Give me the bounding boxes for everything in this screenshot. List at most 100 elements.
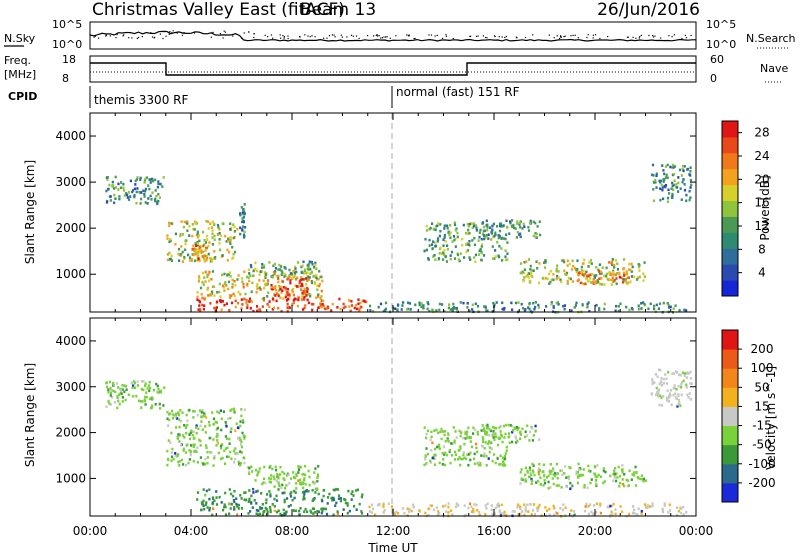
power-cell	[207, 220, 210, 223]
power-cell	[216, 291, 219, 294]
velocity-cell	[167, 424, 170, 427]
velocity-cell	[499, 430, 502, 433]
power-cell	[418, 303, 421, 307]
velocity-cell	[302, 495, 305, 499]
velocity-cell	[145, 391, 148, 394]
power-cell	[195, 249, 198, 253]
velocity-cell	[560, 486, 563, 489]
velocity-cell	[686, 393, 689, 397]
power-cell	[505, 258, 508, 262]
power-cell	[596, 279, 599, 282]
power-cell	[502, 224, 505, 227]
power-cell	[522, 306, 525, 310]
velocity-cell	[107, 388, 110, 391]
power-cell	[242, 209, 245, 212]
velocity-cell	[468, 453, 471, 456]
power-cell	[529, 264, 532, 268]
velocity-cell	[286, 497, 289, 500]
power-cell	[557, 270, 560, 273]
power-cell	[291, 290, 294, 294]
power-cell	[206, 273, 209, 277]
velocity-cell	[303, 510, 306, 513]
power-cell	[280, 291, 283, 294]
velocity-cell	[261, 513, 264, 516]
power-cell	[219, 248, 222, 251]
power-cell	[563, 304, 566, 307]
velocity-cell	[294, 491, 297, 494]
power-cell	[286, 306, 289, 310]
velocity-cell	[332, 496, 335, 500]
power-cell	[435, 309, 438, 312]
velocity-cell	[454, 453, 458, 456]
noise-search-point	[640, 34, 642, 36]
power-cell	[266, 295, 269, 298]
power-cell	[180, 245, 183, 248]
power-cell	[625, 281, 628, 284]
velocity-cell	[443, 463, 446, 467]
power-cell	[480, 258, 483, 262]
velocity-cell	[442, 430, 445, 433]
velocity-cell	[505, 423, 508, 427]
power-cell	[481, 243, 484, 246]
velocity-cell	[651, 504, 654, 508]
velocity-cell	[524, 473, 527, 477]
velocity-cell	[336, 488, 340, 491]
velocity-cell	[136, 384, 139, 387]
noise-panel: N.Sky 10^5 10^0 10^5 10^0 N.Search	[4, 18, 796, 51]
velocity-cell	[285, 474, 289, 477]
velocity-cell	[524, 508, 527, 512]
power-cell	[234, 299, 237, 303]
power-cell	[556, 301, 559, 304]
velocity-cell	[304, 482, 307, 486]
power-cell	[535, 232, 538, 236]
power-cell	[623, 274, 626, 277]
power-cell	[472, 224, 476, 228]
velocity-cell	[561, 473, 564, 477]
noise-search-point	[138, 36, 140, 39]
power-cell	[126, 193, 129, 197]
power-cell	[321, 279, 324, 283]
velocity-cell	[262, 510, 265, 514]
power-cell	[256, 287, 259, 291]
velocity-cell	[503, 424, 506, 428]
velocity-cell	[543, 473, 546, 476]
power-cell	[555, 267, 558, 270]
velocity-cell	[576, 481, 579, 485]
velocity-cell	[530, 513, 533, 516]
velocity-cell	[552, 469, 555, 473]
power-cell	[615, 304, 618, 308]
power-cell	[497, 236, 500, 240]
power-cell	[575, 271, 578, 274]
power-cell	[483, 237, 486, 241]
power-cell	[239, 226, 242, 230]
power-cell	[136, 187, 139, 190]
power-cell	[680, 198, 683, 201]
velocity-cell	[270, 474, 273, 477]
power-cell	[258, 279, 261, 282]
power-cell	[550, 302, 553, 306]
velocity-cell	[538, 473, 541, 476]
power-cell	[655, 174, 658, 178]
power-cell	[528, 280, 531, 283]
velocity-cell	[617, 465, 620, 469]
power-cell	[170, 254, 173, 258]
power-cell	[640, 302, 643, 305]
velocity-cell	[196, 498, 199, 501]
velocity-cell	[239, 463, 242, 467]
velocity-cell	[320, 511, 323, 515]
velocity-cell	[656, 375, 659, 379]
power-cell	[523, 260, 526, 264]
velocity-cell	[484, 441, 487, 444]
velocity-cell	[447, 502, 450, 505]
power-cell	[671, 173, 674, 177]
noise-search-point	[652, 36, 655, 38]
velocity-cell	[537, 505, 540, 509]
velocity-cell	[434, 447, 437, 451]
power-cell	[449, 224, 452, 227]
velocity-cell	[297, 468, 300, 471]
velocity-cell	[299, 478, 302, 482]
velocity-cell	[117, 399, 120, 403]
power-cell	[306, 290, 309, 294]
